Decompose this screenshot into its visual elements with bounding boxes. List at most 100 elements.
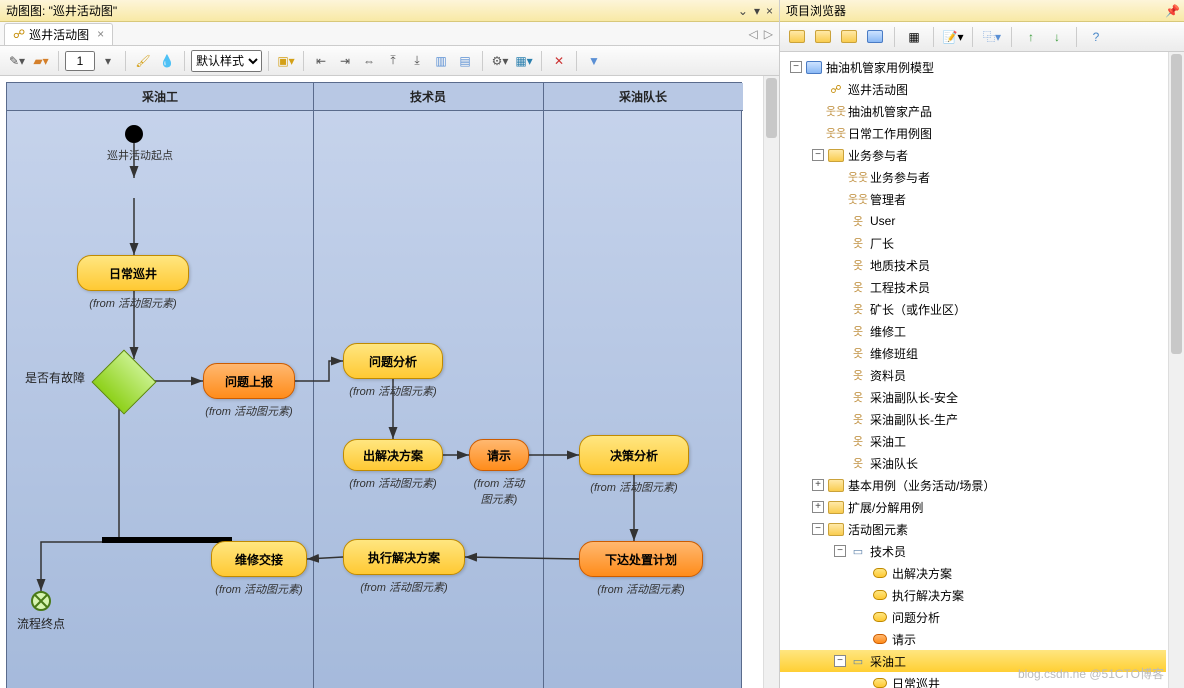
expand-toggle[interactable]: − [812,149,824,161]
distribute-v-icon[interactable]: ▤ [454,50,476,72]
align-right-icon[interactable]: ⇥ [334,50,356,72]
tree-item[interactable]: ☍巡井活动图 [780,78,1166,100]
tree-item[interactable]: 옷采油副队长-生产 [780,408,1166,430]
tree-item[interactable]: 옷厂长 [780,232,1166,254]
tree-item[interactable]: 옷资料员 [780,364,1166,386]
tree-label: 采油副队长-安全 [870,389,958,406]
fill-tool-icon[interactable]: ▰▾ [30,50,52,72]
tree-item[interactable]: 웃웃管理者 [780,188,1166,210]
move-up-icon[interactable]: ↑ [1020,26,1042,48]
swimlane-header: 技术员 [313,83,543,111]
project-tree[interactable]: −抽油机管家用例模型☍巡井活动图웃웃抽油机管家产品웃웃日常工作用例图−业务参与者… [780,52,1184,688]
tree-item[interactable]: 执行解决方案 [780,584,1166,606]
expand-toggle[interactable]: − [834,545,846,557]
style-select[interactable]: 默认样式 [191,50,262,72]
tab-next-icon[interactable]: ▷ [764,27,773,41]
activity-source-label: (from 活动图元素) [343,383,443,399]
expand-toggle[interactable]: − [812,523,824,535]
activity-node[interactable]: 问题上报 [203,363,295,399]
tree-item[interactable]: 옷工程技术员 [780,276,1166,298]
close-icon[interactable]: × [766,4,773,18]
tree-item[interactable]: 옷地质技术员 [780,254,1166,276]
expand-toggle[interactable]: + [812,479,824,491]
tree-item[interactable]: 웃웃抽油机管家产品 [780,100,1166,122]
view-icon[interactable]: ▦▾ [513,50,535,72]
tree-scrollbar[interactable] [1168,52,1184,688]
activity-node[interactable]: 执行解决方案 [343,539,465,575]
tree-item[interactable]: 옷维修工 [780,320,1166,342]
activity-node[interactable]: 出解决方案 [343,439,443,471]
activity-node[interactable]: 请示 [469,439,529,471]
edit-icon[interactable]: 📝▾ [942,26,964,48]
expand-toggle[interactable]: − [834,655,846,667]
new-package-icon[interactable] [812,26,834,48]
highlight-icon[interactable]: ▣▾ [275,50,297,72]
tree-item[interactable]: 日常巡井 [780,672,1166,688]
tree-item[interactable]: −活动图元素 [780,518,1166,540]
dropdown-icon[interactable]: ▾ [754,4,760,18]
tree-label: 采油副队长-生产 [870,411,958,428]
align-left-icon[interactable]: ⇤ [310,50,332,72]
tree-label: 采油工 [870,653,906,670]
fork-bar[interactable] [102,537,232,543]
zoom-dropdown-icon[interactable]: ▾ [97,50,119,72]
expand-toggle[interactable]: − [790,61,802,73]
tree-item[interactable]: −业务参与者 [780,144,1166,166]
brush-icon[interactable]: 🖌 [132,50,154,72]
align-center-h-icon[interactable]: ⇔ [358,50,380,72]
diagram-canvas[interactable]: 采油工技术员采油队长巡井活动起点是否有故障流程终点日常巡井(from 活动图元素… [0,76,779,688]
copy-icon[interactable]: ⿻▾ [981,26,1003,48]
tab-close-icon[interactable]: × [97,27,104,41]
new-view-icon[interactable] [864,26,886,48]
tree-item[interactable]: −抽油机管家用例模型 [780,56,1166,78]
activity-node[interactable]: 决策分析 [579,435,689,475]
tree-item[interactable]: 请示 [780,628,1166,650]
tree-item[interactable]: 옷采油队长 [780,452,1166,474]
start-node[interactable] [125,125,143,143]
align-bottom-icon[interactable]: ⤓ [406,50,428,72]
tree-item[interactable]: −▭采油工 [780,650,1166,672]
distribute-h-icon[interactable]: ▥ [430,50,452,72]
tree-item[interactable]: −▭技术员 [780,540,1166,562]
tree-item[interactable]: 问题分析 [780,606,1166,628]
tree-item[interactable]: 옷采油副队长-安全 [780,386,1166,408]
expand-toggle[interactable]: + [812,501,824,513]
tree-item[interactable]: +扩展/分解用例 [780,496,1166,518]
tab-diagram[interactable]: ☍ 巡井活动图 × [4,23,113,45]
align-top-icon[interactable]: ⤒ [382,50,404,72]
link-folder-icon[interactable] [838,26,860,48]
new-folder-icon[interactable] [786,26,808,48]
tab-prev-icon[interactable]: ◁ [749,27,758,41]
activity-node[interactable]: 日常巡井 [77,255,189,291]
tree-item[interactable]: 옷User [780,210,1166,232]
hierarchy-icon[interactable]: ⚙▾ [489,50,511,72]
tree-label: 采油工 [870,433,906,450]
activity-node[interactable]: 下达处置计划 [579,541,703,577]
tree-label: 日常巡井 [892,675,940,688]
tree-item[interactable]: +基本用例（业务活动/场景） [780,474,1166,496]
tree-item[interactable]: 웃웃业务参与者 [780,166,1166,188]
tree-label: User [870,214,895,228]
activity-source-label: (from 活动图元素) [343,579,465,595]
end-node[interactable] [31,591,51,611]
pin-icon[interactable]: 📌 [1165,4,1180,18]
activity-node[interactable]: 问题分析 [343,343,443,379]
zoom-input[interactable] [65,51,95,71]
activity-node[interactable]: 维修交接 [211,541,307,577]
decision-node[interactable] [91,349,156,414]
eyedropper-icon[interactable]: 💧 [156,50,178,72]
pen-tool-icon[interactable]: ✎▾ [6,50,28,72]
collapse-icon[interactable]: ⌄ [738,4,748,18]
tree-item[interactable]: 옷矿长（或作业区） [780,298,1166,320]
tree-item[interactable]: 옷采油工 [780,430,1166,452]
tree-item[interactable]: 出解决方案 [780,562,1166,584]
move-down-icon[interactable]: ↓ [1046,26,1068,48]
tree-item[interactable]: 웃웃日常工作用例图 [780,122,1166,144]
help-icon[interactable]: ? [1085,26,1107,48]
delete-icon[interactable]: ✕ [548,50,570,72]
activity-source-label: (from 活动图元素) [469,475,529,507]
filter-icon[interactable]: ▼ [583,50,605,72]
vertical-scrollbar[interactable] [763,76,779,688]
tree-item[interactable]: 옷维修班组 [780,342,1166,364]
new-element-icon[interactable]: ▦ [903,26,925,48]
